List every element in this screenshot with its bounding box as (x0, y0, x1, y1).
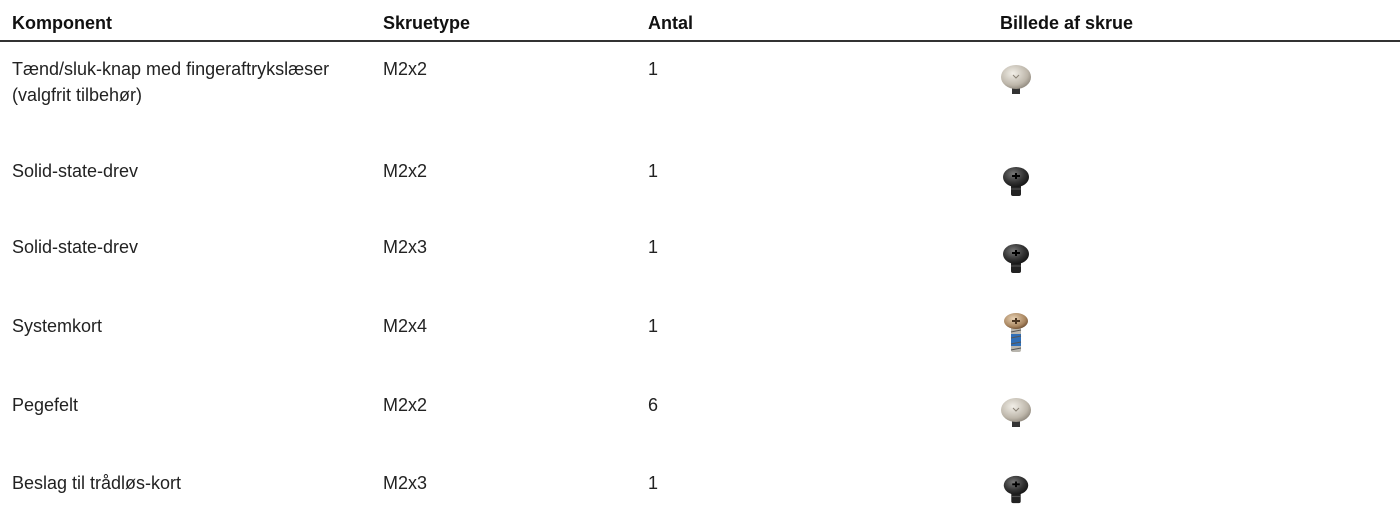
screw-image (1000, 165, 1032, 199)
component-cell: Pegefelt (12, 395, 79, 415)
quantity-cell: 1 (648, 316, 659, 336)
screw-type-cell: M2x2 (383, 395, 428, 415)
screw-image (1000, 474, 1032, 506)
quantity-cell: 1 (648, 473, 659, 493)
screw-type-cell: M2x3 (383, 473, 428, 493)
screw-type-cell: M2x4 (383, 316, 428, 336)
quantity-cell: 1 (648, 59, 659, 79)
header-cell: Komponent (12, 13, 112, 33)
quantity-cell: 6 (648, 395, 659, 415)
screw-image (1000, 242, 1032, 276)
header-cell: Billede af skrue (1000, 13, 1134, 33)
header-cell: Antal (648, 13, 693, 33)
quantity-cell: 1 (648, 237, 659, 257)
screw-image (1000, 397, 1032, 431)
component-cell: Tænd/sluk-knap med fingeraftrykslæser (v… (12, 59, 330, 105)
component-cell: Solid-state-drev (12, 237, 139, 257)
screw-image (1000, 64, 1032, 98)
screw-image (1000, 312, 1032, 356)
header-cell: Skruetype (383, 13, 471, 33)
component-cell: Systemkort (12, 316, 103, 336)
screw-type-cell: M2x3 (383, 237, 428, 257)
component-cell: Beslag til trådløs-kort (12, 473, 182, 493)
component-cell: Solid-state-drev (12, 161, 139, 181)
quantity-cell: 1 (648, 161, 659, 181)
screw-type-cell: M2x2 (383, 59, 428, 79)
header-rule (0, 40, 1400, 42)
screw-type-cell: M2x2 (383, 161, 428, 181)
